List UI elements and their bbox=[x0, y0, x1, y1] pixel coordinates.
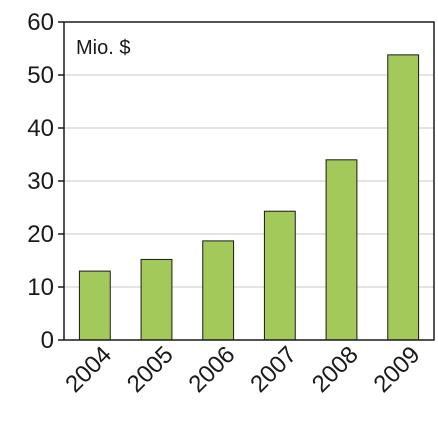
y-tick-label: 60 bbox=[27, 9, 54, 36]
x-tick-label: 2004 bbox=[60, 341, 117, 398]
bar-2006 bbox=[202, 240, 235, 341]
y-tick-label: 50 bbox=[27, 62, 54, 89]
bar-2009 bbox=[387, 54, 420, 341]
y-tick-label: 30 bbox=[27, 168, 54, 195]
bar-2004 bbox=[78, 270, 111, 341]
x-axis-labels: 2004 2005 2006 2007 2008 2009 bbox=[60, 341, 425, 398]
y-tick-label: 0 bbox=[41, 327, 54, 354]
y-axis-ticks: 0 10 20 30 40 50 60 bbox=[27, 9, 64, 354]
grid-lines bbox=[64, 74, 434, 288]
x-tick-label: 2005 bbox=[122, 341, 179, 398]
bars bbox=[78, 54, 420, 341]
x-tick-label: 2008 bbox=[307, 341, 364, 398]
x-tick-label: 2007 bbox=[245, 341, 302, 398]
y-tick-label: 20 bbox=[27, 221, 54, 248]
x-tick-label: 2009 bbox=[369, 341, 426, 398]
y-tick-label: 10 bbox=[27, 274, 54, 301]
bar-2005 bbox=[140, 258, 173, 341]
x-tick-label: 2006 bbox=[184, 341, 241, 398]
bar-2008 bbox=[325, 159, 358, 341]
bar-2007 bbox=[263, 210, 296, 341]
y-tick-label: 40 bbox=[27, 115, 54, 142]
unit-label: Mio. $ bbox=[76, 37, 130, 59]
plot-frame bbox=[63, 21, 435, 341]
